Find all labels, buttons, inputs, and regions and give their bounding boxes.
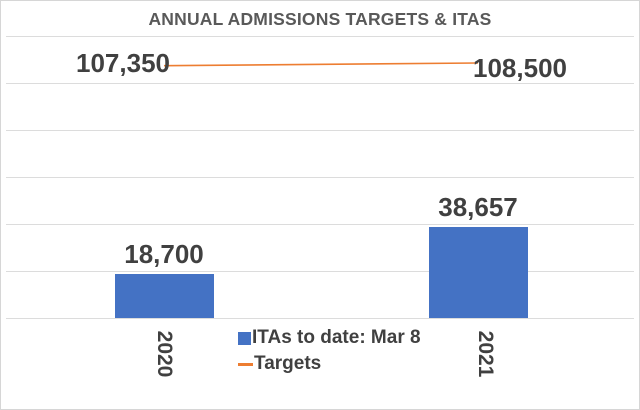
target-value-label-2021: 108,500 xyxy=(473,53,567,84)
gridline xyxy=(6,318,634,319)
bar-2021 xyxy=(428,227,528,318)
gridline xyxy=(6,271,634,272)
target-value-label-2020: 107,350 xyxy=(76,47,170,78)
gridline xyxy=(6,36,634,37)
legend-bar-swatch-icon xyxy=(238,331,251,345)
category-label-2020: 2020 xyxy=(153,330,176,378)
gridline xyxy=(6,83,634,84)
bar-value-label-2020: 18,700 xyxy=(124,239,204,270)
legend-item-targets: Targets xyxy=(238,351,421,377)
bar-value-label-2021: 38,657 xyxy=(438,192,518,223)
chart-title: ANNUAL ADMISSIONS TARGETS & ITAS xyxy=(148,9,492,29)
category-label-2021: 2021 xyxy=(474,330,497,378)
legend-item-itas: ITAs to date: Mar 8 xyxy=(238,325,421,351)
legend-label-itas: ITAs to date: Mar 8 xyxy=(252,327,421,348)
legend-line-swatch-icon xyxy=(238,362,253,366)
bar-2020 xyxy=(114,274,214,318)
legend-label-targets: Targets xyxy=(254,353,322,374)
legend: ITAs to date: Mar 8 Targets xyxy=(238,325,421,377)
targets-line xyxy=(163,62,479,67)
gridline xyxy=(6,130,634,131)
gridline xyxy=(6,177,634,178)
gridline xyxy=(6,224,634,225)
